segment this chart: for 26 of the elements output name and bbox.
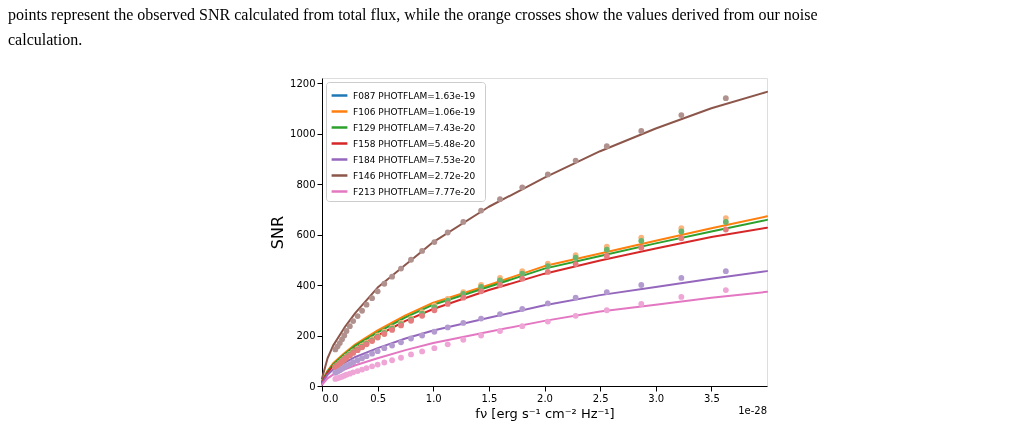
- x-tick-label: 0.5: [370, 392, 387, 404]
- legend-label: F184 PHOTFLAM=7.53e-20: [353, 154, 476, 165]
- legend-label: F106 PHOTFLAM=1.06e-19: [353, 106, 476, 117]
- legend-label: F129 PHOTFLAM=7.43e-20: [353, 122, 476, 133]
- y-tick-label: 400: [296, 279, 316, 291]
- x-tick-label: 0.0: [322, 392, 339, 404]
- x-tick-label: 2.5: [592, 392, 609, 404]
- x-tick-label: 2.0: [537, 392, 553, 404]
- legend-label: F213 PHOTFLAM=7.77e-20: [353, 186, 476, 197]
- y-axis-title: SNR: [268, 215, 288, 250]
- text: 1e-28: [738, 405, 767, 416]
- y-tick-label: 800: [296, 178, 316, 190]
- x-axis-title: fν [erg s⁻¹ cm⁻² Hz⁻¹]: [475, 405, 615, 421]
- text: points represent the observed SNR calculated from total flux, while the orange crosses show the values derived from our noise calculation.: [8, 6, 818, 48]
- x-tick-label: 3.0: [648, 392, 665, 404]
- y-tick-label: 600: [296, 229, 316, 241]
- y-tick-label: 200: [296, 330, 316, 342]
- x-tick-label: 1.5: [481, 392, 498, 404]
- y-tick-label: 1000: [290, 128, 316, 140]
- legend-label: F146 PHOTFLAM=2.72e-20: [353, 170, 476, 181]
- x-tick-label: 3.5: [703, 392, 720, 404]
- legend-label: F087 PHOTFLAM=1.63e-19: [353, 90, 476, 101]
- y-tick-label: 1200: [290, 77, 316, 89]
- y-tick-label: 0: [309, 380, 316, 392]
- legend-label: F158 PHOTFLAM=5.48e-20: [353, 138, 476, 149]
- x-tick-label: 1.0: [425, 392, 442, 404]
